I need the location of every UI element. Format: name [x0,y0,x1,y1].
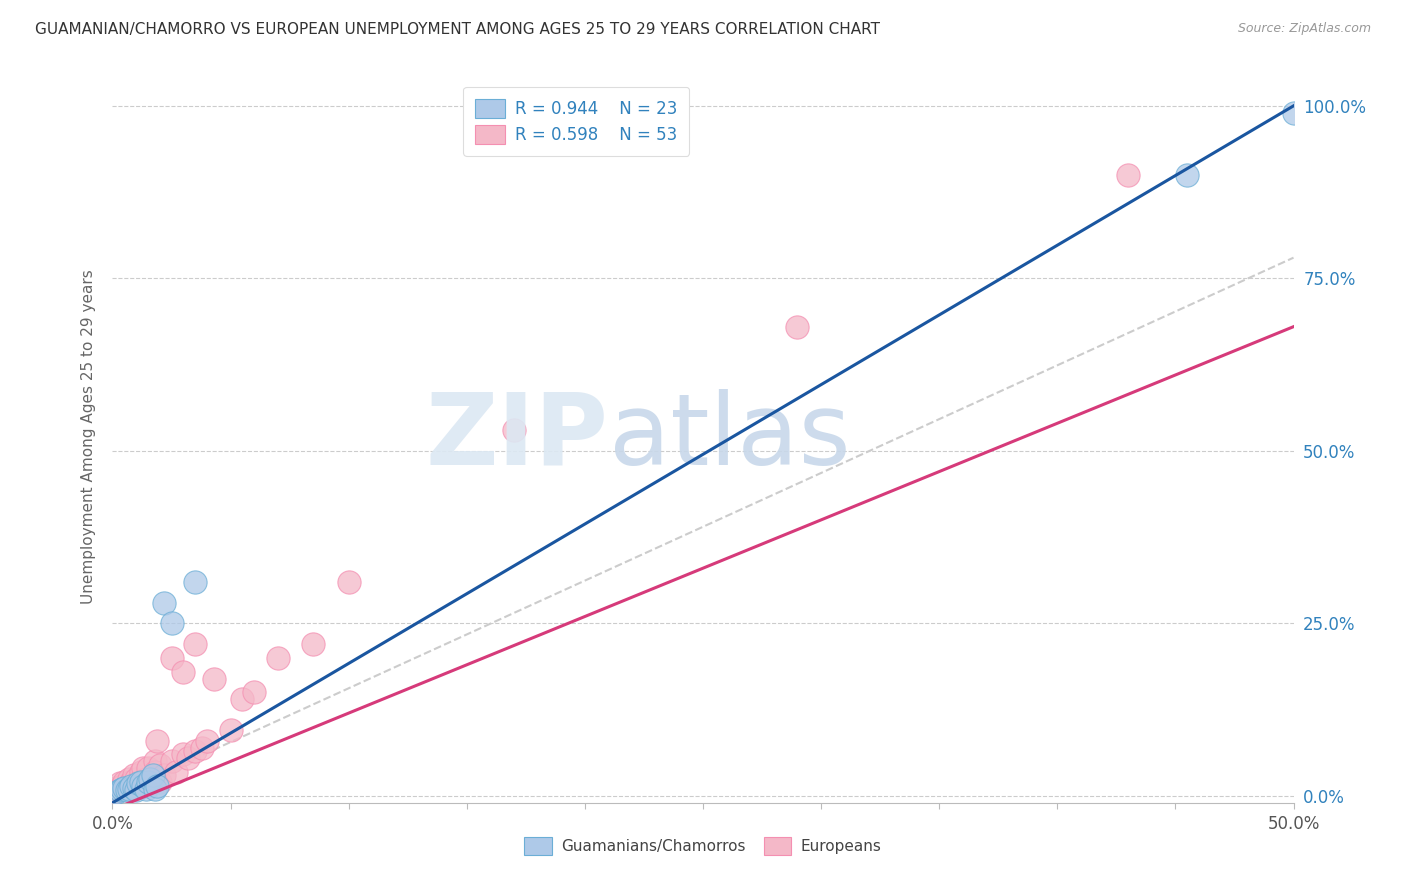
Legend: Guamanians/Chamorros, Europeans: Guamanians/Chamorros, Europeans [519,831,887,861]
Point [160,755,183,769]
Point [111,779,134,793]
Point [127,775,149,789]
Point [104,780,127,795]
Point [165,764,187,779]
Point [139,772,162,786]
Point [112,782,135,797]
Point [118,782,141,797]
Point [120,775,142,789]
Point [302,637,325,651]
Point [146,779,169,793]
Point [786,319,808,334]
Point [112,775,135,789]
Point [125,772,148,786]
Point [143,764,166,779]
Y-axis label: Unemployment Among Ages 25 to 29 years: Unemployment Among Ages 25 to 29 years [80,269,96,605]
Point [143,782,166,797]
Point [129,779,152,793]
Point [105,785,128,799]
Point [136,779,159,793]
Point [219,723,242,738]
Point [149,757,172,772]
Point [120,780,142,795]
Point [153,768,176,782]
Text: ZIP: ZIP [426,389,609,485]
Point [503,423,526,437]
Point [132,775,155,789]
Point [184,574,207,589]
Point [104,785,127,799]
Point [129,775,152,789]
Point [125,779,148,793]
Point [111,782,134,797]
Point [142,768,165,782]
Point [172,665,194,679]
Point [243,685,266,699]
Point [129,764,152,779]
Point [143,755,166,769]
Point [125,783,148,797]
Point [108,783,131,797]
Point [139,775,162,789]
Text: Source: ZipAtlas.com: Source: ZipAtlas.com [1237,22,1371,36]
Point [127,776,149,790]
Point [195,733,218,747]
Point [122,780,145,795]
Point [120,779,142,793]
Point [184,744,207,758]
Point [132,779,155,793]
Point [118,772,141,786]
Point [136,775,159,789]
Point [191,740,214,755]
Point [177,751,200,765]
Point [136,761,159,775]
Point [160,616,183,631]
Point [202,672,225,686]
Point [115,783,138,797]
Point [105,782,128,797]
Text: GUAMANIAN/CHAMORRO VS EUROPEAN UNEMPLOYMENT AMONG AGES 25 TO 29 YEARS CORRELATIO: GUAMANIAN/CHAMORRO VS EUROPEAN UNEMPLOYM… [35,22,880,37]
Point [1282,105,1305,120]
Point [132,761,155,775]
Point [160,651,183,665]
Point [153,596,176,610]
Point [115,783,138,797]
Point [135,772,157,786]
Point [108,783,131,797]
Point [118,779,141,793]
Point [184,637,207,651]
Point [146,733,169,747]
Point [142,772,165,786]
Point [231,692,253,706]
Point [122,782,145,797]
Point [267,651,290,665]
Point [135,782,157,797]
Point [337,574,360,589]
Point [122,768,145,782]
Point [108,776,131,790]
Text: atlas: atlas [609,389,851,485]
Point [1175,168,1198,182]
Point [172,747,194,762]
Point [149,775,172,789]
Point [1116,168,1139,182]
Point [112,780,135,795]
